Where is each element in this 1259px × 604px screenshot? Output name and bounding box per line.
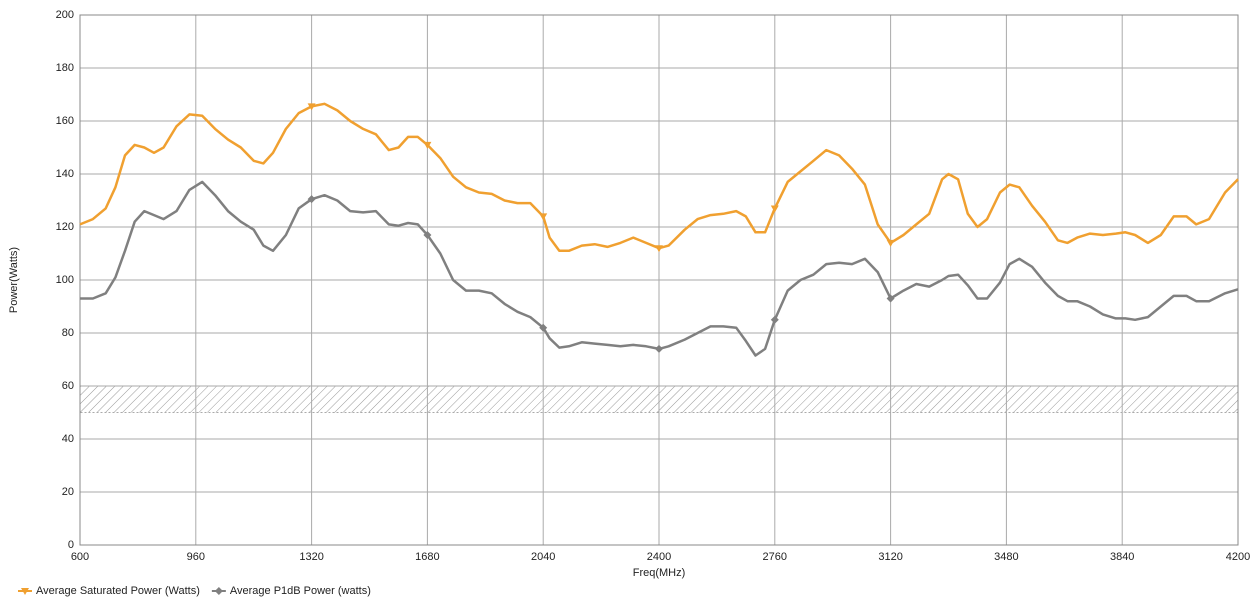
x-tick-label: 4200 [1226,551,1250,563]
x-tick-label: 1680 [415,551,439,563]
data-point [539,213,548,221]
y-tick-label: 140 [56,168,74,180]
x-tick-label: 600 [71,551,89,563]
y-tick-label: 0 [68,539,74,551]
legend-label: Average Saturated Power (Watts) [36,585,200,597]
y-tick-label: 80 [62,327,74,339]
data-point [770,205,779,213]
data-point [886,294,895,303]
x-tick-label: 2760 [763,551,787,563]
plot-border [79,14,1239,546]
data-point [307,195,316,204]
y-tick-label: 40 [62,433,74,445]
y-tick-label: 200 [56,9,74,21]
legend-marker [214,587,223,595]
y-axis-title: Power(Watts) [8,247,20,313]
y-tick-label: 160 [56,115,74,127]
y-tick-label: 120 [56,221,74,233]
y-tick-label: 180 [56,62,74,74]
legend-marker [21,588,29,595]
x-tick-label: 2400 [647,551,671,563]
data-point [655,245,663,253]
x-axis-title: Freq(MHz) [633,567,686,579]
legend-label: Average P1dB Power (watts) [230,585,371,597]
x-tick-label: 1320 [299,551,323,563]
data-point [770,315,779,324]
y-tick-label: 100 [56,274,74,286]
x-tick-label: 3480 [994,551,1018,563]
data-point [886,239,895,247]
x-tick-label: 2040 [531,551,555,563]
data-point [539,323,548,332]
x-tick-label: 3840 [1110,551,1134,563]
x-tick-label: 3120 [878,551,902,563]
data-point [655,344,663,353]
x-tick-label: 960 [187,551,205,563]
y-tick-label: 20 [62,486,74,498]
data-point [423,230,432,239]
data-point [423,141,432,149]
data-point [307,103,316,111]
y-tick-label: 60 [62,380,74,392]
